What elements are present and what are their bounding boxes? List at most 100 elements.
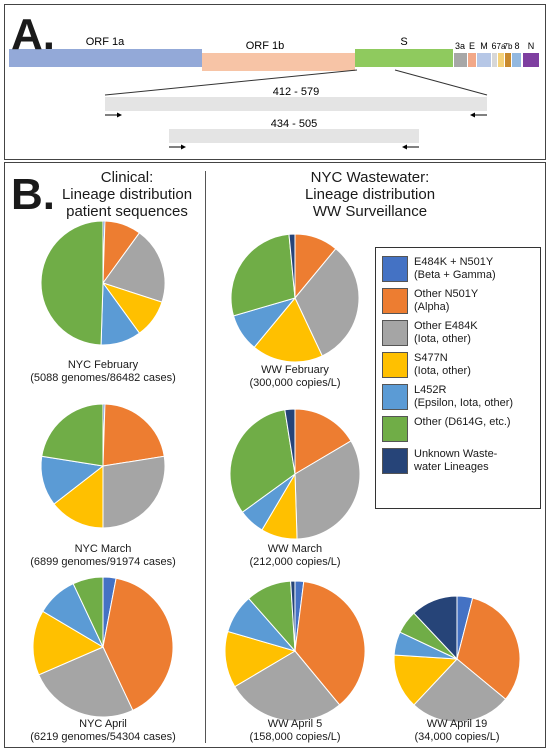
pie-caption-line-ww-apr5-0: WW April 5 <box>267 718 323 730</box>
gene-label-7b: 7b <box>504 42 513 51</box>
amplicon-label-1: 412 - 579 <box>273 86 319 98</box>
pie-slice-nyc-apr-2 <box>38 646 134 718</box>
pie-caption-line-ww-mar-0: WW March <box>267 543 323 555</box>
pie-caption-line-ww-feb-0: WW February <box>261 364 329 376</box>
legend-item-3: S477N (Iota, other) <box>382 352 536 378</box>
pie-slice-ww-mar-6 <box>284 408 296 475</box>
legend-item-0: E484K + N501Y (Beta + Gamma) <box>382 256 536 282</box>
gene-6 <box>492 53 497 67</box>
pie-caption-line-ww-apr19-0: WW April 19 <box>426 718 488 730</box>
legend-swatch-1 <box>382 288 408 314</box>
pie-slice-ww-apr19-6 <box>413 595 458 661</box>
clinical-heading-line-1: Clinical: <box>100 169 154 186</box>
zoom-line-left <box>104 69 358 96</box>
legend-label-line-4-0: L452R <box>414 384 447 396</box>
legend-label-line-2-1: (Iota, other) <box>414 333 471 345</box>
gene-label-e: E <box>469 41 475 51</box>
pie-caption-line-nyc-apr-0: NYC April <box>79 718 127 730</box>
pie-caption-line-nyc-feb-1: (5088 genomes/86482 cases) <box>30 372 176 384</box>
gene-orf1a <box>9 49 202 67</box>
primer-fwd-2-arrowhead <box>181 144 186 150</box>
pie-caption-line-ww-apr19-1: (34,000 copies/L) <box>414 731 500 743</box>
pie-ww-mar <box>229 408 361 540</box>
pie-nyc-feb <box>40 220 166 346</box>
pie-slice-nyc-mar-3 <box>53 464 104 529</box>
legend: E484K + N501Y (Beta + Gamma) Other N501Y (A… <box>375 247 541 509</box>
pie-slice-ww-apr5-1 <box>294 580 366 706</box>
amplicon-bar-2 <box>169 129 419 143</box>
panel-a-letter: A. <box>11 10 55 59</box>
pie-caption-nyc-mar: NYC March (6899 genomes/91974 cases) <box>13 543 193 569</box>
gene-7a <box>498 53 504 67</box>
pie-charts <box>32 220 521 723</box>
legend-swatch-0 <box>382 256 408 282</box>
pie-slice-nyc-mar-5 <box>41 403 104 467</box>
gene-label-s: S <box>400 36 407 48</box>
wastewater-heading-line-3: WW Surveillance <box>312 203 428 220</box>
gene-label-orf1b: ORF 1b <box>246 40 285 52</box>
legend-label-4: L452R (Epsilon, Iota, other) <box>414 384 513 410</box>
pie-slice-ww-apr5-3 <box>224 630 297 688</box>
pie-nyc-apr <box>32 576 174 718</box>
legend-label-3: S477N (Iota, other) <box>414 352 471 378</box>
pie-slice-ww-mar-2 <box>294 440 361 540</box>
pie-caption-line-nyc-mar-0: NYC March <box>74 543 132 555</box>
pie-caption-line-ww-feb-1: (300,000 copies/L) <box>249 377 341 389</box>
gene-s <box>355 49 453 67</box>
pie-slice-ww-apr5-6 <box>290 580 296 652</box>
legend-label-line-0-1: (Beta + Gamma) <box>414 269 496 281</box>
primer-rev-2-arrowhead <box>402 144 407 150</box>
pie-caption-nyc-apr: NYC April (6219 genomes/54304 cases) <box>13 718 193 744</box>
column-divider <box>205 171 206 743</box>
legend-label-line-1-0: Other N501Y <box>414 288 479 300</box>
gene-7b <box>505 53 511 67</box>
panel-a-genome-map: A. ORF 1a ORF 1b S 3a E M 6 7a 7b 8 N 41… <box>4 4 546 160</box>
pie-slice-ww-feb-6 <box>288 233 296 299</box>
legend-label-line-0-0: E484K + N501Y <box>414 256 494 268</box>
pie-slice-ww-apr5-2 <box>234 650 341 722</box>
gene-e <box>468 53 476 67</box>
gene-orf1b <box>202 53 355 71</box>
legend-label-line-4-1: (Epsilon, Iota, other) <box>414 397 514 409</box>
wastewater-heading-line-1: NYC Wastewater: <box>310 169 430 186</box>
pie-slice-nyc-feb-2 <box>102 232 166 303</box>
pie-caption-ww-mar: WW March (212,000 copies/L) <box>205 543 385 569</box>
pie-caption-line-ww-apr5-1: (158,000 copies/L) <box>249 731 341 743</box>
gene-n <box>523 53 539 67</box>
pie-ww-apr19 <box>393 595 521 723</box>
legend-label-line-3-1: (Iota, other) <box>414 365 471 377</box>
legend-item-5: Other (D614G, etc.) <box>382 416 536 442</box>
legend-item-4: L452R (Epsilon, Iota, other) <box>382 384 536 410</box>
legend-label-line-2-0: Other E484K <box>414 320 478 332</box>
pie-slice-ww-feb-2 <box>294 247 360 357</box>
legend-swatch-5 <box>382 416 408 442</box>
legend-label-0: E484K + N501Y (Beta + Gamma) <box>414 256 496 282</box>
pie-caption-ww-apr5: WW April 5 (158,000 copies/L) <box>205 718 385 744</box>
gene-m <box>477 53 491 67</box>
legend-label-2: Other E484K (Iota, other) <box>414 320 478 346</box>
wastewater-heading-line-2: Lineage distribution <box>304 186 436 203</box>
pie-slice-ww-feb-3 <box>253 297 323 363</box>
pie-nyc-mar <box>40 403 166 529</box>
pie-slice-nyc-mar-1 <box>102 403 165 467</box>
pie-caption-line-ww-mar-1: (212,000 copies/L) <box>249 556 341 568</box>
clinical-heading-line-3: patient sequences <box>66 203 188 220</box>
gene-label-7a: 7a <box>497 42 506 51</box>
zoom-line-right <box>394 69 488 96</box>
legend-label-line-5-0: Other (D614G, etc.) <box>414 416 511 428</box>
legend-label-line-3-0: S477N <box>414 352 448 364</box>
gene-label-3a: 3a <box>455 41 465 51</box>
pie-caption-line-nyc-apr-1: (6219 genomes/54304 cases) <box>30 731 176 743</box>
pie-slice-nyc-mar-2 <box>102 455 166 529</box>
gene-8 <box>512 53 521 67</box>
pie-slice-nyc-feb-5 <box>40 220 104 346</box>
amplicon-label-2: 434 - 505 <box>271 118 317 130</box>
clinical-heading: Clinical: Lineage distribution patient s… <box>45 169 209 220</box>
legend-label-5: Other (D614G, etc.) <box>414 416 511 429</box>
gene-label-m: M <box>480 41 488 51</box>
gene-label-orf1a: ORF 1a <box>86 36 125 48</box>
pie-slice-nyc-apr-1 <box>102 577 174 712</box>
pie-slice-ww-mar-5 <box>229 409 296 513</box>
gene-label-n: N <box>528 41 535 51</box>
pie-ww-feb <box>230 233 360 363</box>
